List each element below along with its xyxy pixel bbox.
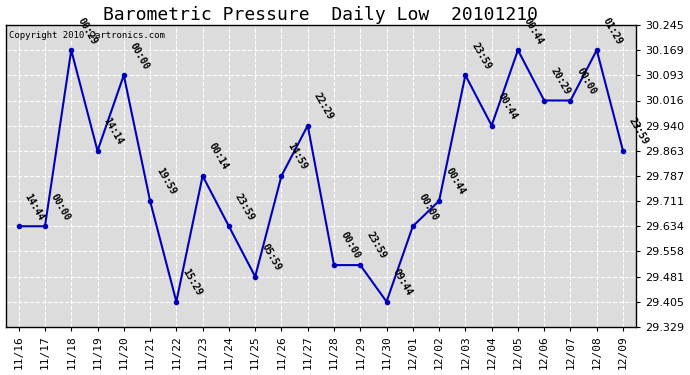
- Text: 00:44: 00:44: [496, 91, 519, 122]
- Text: 15:29: 15:29: [181, 267, 204, 297]
- Text: 00:00: 00:00: [338, 231, 362, 261]
- Text: 19:59: 19:59: [155, 166, 177, 197]
- Text: 14:59: 14:59: [286, 141, 309, 172]
- Text: 01:29: 01:29: [601, 15, 624, 46]
- Text: 00:44: 00:44: [522, 15, 545, 46]
- Text: 00:29: 00:29: [75, 15, 99, 46]
- Text: 05:59: 05:59: [259, 242, 283, 273]
- Text: 23:59: 23:59: [364, 231, 388, 261]
- Text: 23:59: 23:59: [627, 116, 651, 147]
- Text: 00:44: 00:44: [443, 166, 466, 197]
- Title: Barometric Pressure  Daily Low  20101210: Barometric Pressure Daily Low 20101210: [104, 6, 538, 24]
- Text: 00:14: 00:14: [207, 141, 230, 172]
- Text: 00:00: 00:00: [128, 40, 151, 71]
- Text: 00:00: 00:00: [417, 192, 440, 222]
- Text: 22:29: 22:29: [312, 91, 335, 122]
- Text: 23:59: 23:59: [469, 40, 493, 71]
- Text: 14:14: 14:14: [101, 116, 125, 147]
- Text: 00:00: 00:00: [575, 66, 598, 96]
- Text: 00:00: 00:00: [49, 192, 72, 222]
- Text: 20:29: 20:29: [549, 66, 572, 96]
- Text: Copyright 2010 Cartronics.com: Copyright 2010 Cartronics.com: [9, 31, 165, 40]
- Text: 23:59: 23:59: [233, 192, 257, 222]
- Text: 14:44: 14:44: [23, 192, 46, 222]
- Text: 09:44: 09:44: [391, 267, 414, 297]
